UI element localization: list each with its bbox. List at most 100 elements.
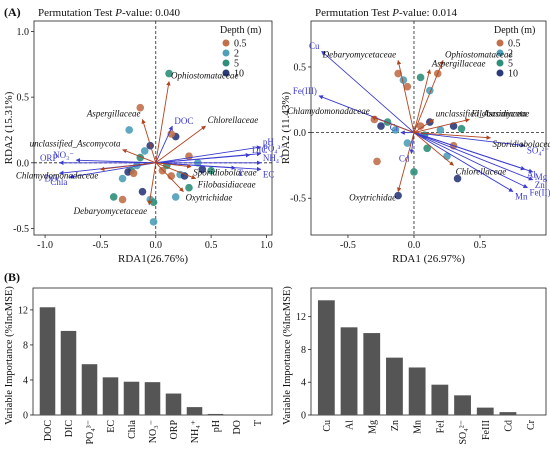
y-tick-label: 12 xyxy=(18,305,28,316)
sample-point xyxy=(167,172,176,180)
sample-point xyxy=(136,103,145,112)
bar xyxy=(340,327,358,415)
bar xyxy=(408,367,426,415)
legend-label: 0.5 xyxy=(234,39,247,50)
x-tick-label: DOC xyxy=(43,420,54,441)
env-vector-label: Mg xyxy=(535,172,548,182)
species-vector-label: unclassified_Ascomycota xyxy=(30,139,121,149)
y-axis-label: RDA2 (15.31%) xyxy=(3,91,15,164)
env-vector-label: Fe(III) xyxy=(293,86,317,96)
legend-label: 2 xyxy=(508,49,513,60)
species-vector-arrow xyxy=(122,149,156,164)
species-vector-arrow xyxy=(396,59,415,133)
species-vector-label: Chlamydomonadaceae xyxy=(287,106,369,116)
sample-point xyxy=(394,69,402,78)
env-vector-label: DO xyxy=(44,173,57,183)
y-axis-label: Variable Importance (%IncMSE) xyxy=(4,286,15,425)
species-vector-label: unclassified_Ascomycota xyxy=(436,108,527,118)
env-vector-label: Zn xyxy=(535,180,545,190)
env-vector-label: Chla xyxy=(50,177,67,187)
y-tick-label: 0.0 xyxy=(17,158,30,169)
legend-label: 0.5 xyxy=(508,39,521,50)
x-tick-label: SO₄²⁻ xyxy=(458,420,469,445)
species-vector-label: Debaryomycetaceae xyxy=(73,206,147,216)
species-vector-label: Chlorellaceae xyxy=(208,115,259,125)
species-vector-label: Chlamydomonadaceae xyxy=(16,170,98,180)
species-vector-arrow xyxy=(141,119,157,163)
chart-title-suffix: -value: 0.040 xyxy=(122,7,181,19)
species-vector-arrow xyxy=(155,162,197,180)
legend-marker xyxy=(222,59,230,67)
x-tick-label: DIC xyxy=(64,420,75,438)
chart-title-p: P xyxy=(114,7,122,19)
rda-biplot-left: Permutation Test P-value: 0.040 -1.0 -0.5 0… xyxy=(3,7,285,265)
y-axis-label: RDA2 (11.43%) xyxy=(280,92,292,165)
bar xyxy=(499,412,517,415)
bar xyxy=(81,364,98,415)
sample-point xyxy=(129,169,138,178)
sample-point xyxy=(391,126,400,134)
species-vector-label: Ophiostomataceae xyxy=(445,49,513,59)
env-vector-label: DIC xyxy=(252,145,268,155)
legend-label: 10 xyxy=(234,69,244,80)
legend-marker xyxy=(222,49,230,57)
x-tick-label: ORP xyxy=(169,420,180,440)
species-vector-arrow xyxy=(413,132,454,166)
env-vector-label: pH xyxy=(263,137,275,147)
x-tick-label: -0.5 xyxy=(340,240,356,251)
x-tick-label: EC xyxy=(106,420,117,433)
y-tick-label: 0.5 xyxy=(294,62,307,73)
env-vector-label: NH₄⁺ xyxy=(263,153,284,163)
x-tick-label: FeIII xyxy=(481,420,492,440)
bar xyxy=(317,300,335,415)
species-vector-arrow xyxy=(147,162,157,206)
sample-point xyxy=(198,165,207,174)
sample-point xyxy=(410,168,418,176)
x-axis-label: RDA1 (26.97%) xyxy=(392,253,465,265)
chart-title-suffix: -value: 0.014 xyxy=(399,7,458,19)
sample-point xyxy=(180,172,189,180)
bar xyxy=(123,381,140,415)
sample-point xyxy=(394,191,402,200)
env-vector-arrow xyxy=(413,132,526,148)
sample-point xyxy=(165,69,173,78)
y-tick-label: 0 xyxy=(301,411,306,422)
species-vector-arrow xyxy=(99,162,156,172)
y-tick-label: 0.0 xyxy=(294,128,307,139)
species-vector-arrow xyxy=(413,132,491,140)
x-tick-label: 0.0 xyxy=(408,240,421,251)
sample-point xyxy=(207,166,215,175)
x-tick-label: NH₄⁺ xyxy=(190,420,201,443)
env-vector-label: Cr xyxy=(390,123,399,133)
legend-title: Depth (m) xyxy=(494,25,535,36)
sample-point xyxy=(416,73,425,82)
legend-marker xyxy=(496,69,504,77)
x-tick-label: Cu xyxy=(322,420,333,432)
y-tick-label: 8 xyxy=(301,345,306,356)
species-vector-label: Aspergillaceae xyxy=(431,59,486,69)
sample-point xyxy=(138,187,147,196)
env-vector-arrow xyxy=(413,132,534,173)
env-vector-label: Mn xyxy=(515,192,528,202)
bar xyxy=(144,382,161,415)
legend-label: 5 xyxy=(508,59,513,70)
bar xyxy=(386,357,403,415)
env-vector-arrow xyxy=(409,132,415,155)
species-vector-label: Oxytrichidae xyxy=(185,193,232,203)
env-vector-arrow xyxy=(68,162,156,179)
rda-biplot-right: Permutation Test P-value: 0.014 -0.5 0.0 0.… xyxy=(280,7,550,265)
env-vector-label: Cd xyxy=(399,154,410,164)
sample-point xyxy=(436,126,445,134)
species-vector-arrow xyxy=(413,59,444,133)
y-tick-label: 12 xyxy=(296,312,306,323)
x-tick-label: Mg xyxy=(367,420,378,434)
sample-point xyxy=(171,193,180,201)
x-tick-label: Cr xyxy=(526,419,537,430)
sample-point xyxy=(399,76,408,84)
species-vector-arrow xyxy=(155,80,171,163)
y-tick-label: -0.5 xyxy=(290,194,306,205)
x-tick-label: Cd xyxy=(503,420,514,432)
species-vector-label: Ophiostomataceae xyxy=(171,70,239,80)
